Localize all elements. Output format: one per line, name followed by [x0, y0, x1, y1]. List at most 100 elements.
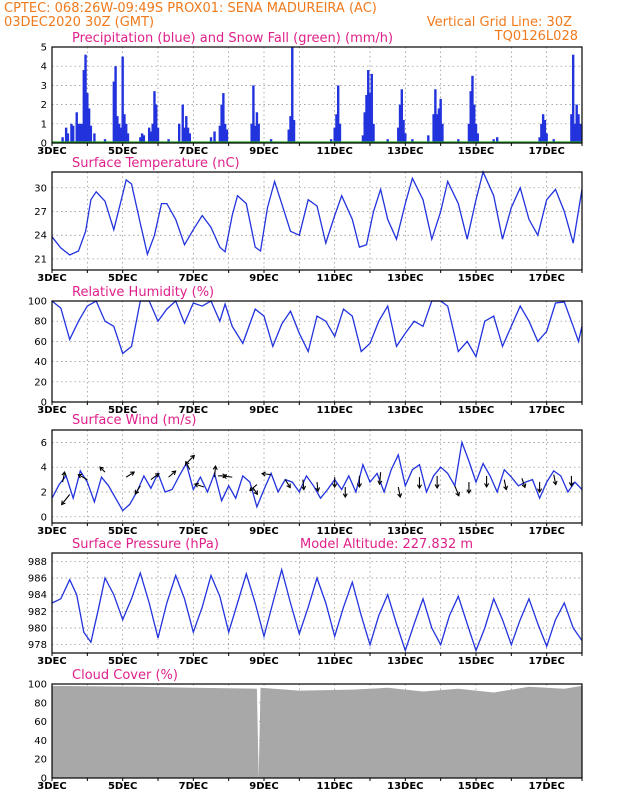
humidity-xtick-label: 11DEC [316, 405, 352, 416]
precip-bar [329, 139, 333, 143]
wind-vector [454, 485, 460, 497]
temperature-xtick-label: 15DEC [458, 273, 494, 284]
pressure-ytick: 980 [28, 624, 47, 635]
precip-xtick-label: 7DEC [179, 146, 208, 157]
precip-ytick: 4 [41, 62, 47, 73]
precip-bar [411, 139, 414, 143]
precip-bar [167, 139, 170, 143]
pressure-ytick: 978 [28, 640, 47, 651]
precip-bar [476, 133, 479, 143]
pressure-line [51, 567, 583, 653]
humidity-ytick: 80 [34, 317, 47, 328]
wind-vector [284, 479, 291, 488]
precip-bar [178, 123, 181, 143]
precip-bar [437, 108, 441, 143]
precip-bar [577, 114, 580, 143]
humidity-xtick-label: 7DEC [179, 405, 208, 416]
precip-bar [223, 123, 227, 143]
humidity-ytick: 100 [28, 297, 47, 308]
wind-vector-head [99, 466, 105, 472]
precip-bar [66, 133, 70, 143]
wind-vector [379, 472, 382, 485]
wind-vector [249, 484, 258, 491]
wind-panel: Surface Wind (m/s) 0 2 4 6 3DEC 5DEC 7DEC 9DEC 11… [37, 413, 583, 537]
wind-vector [134, 485, 141, 495]
wind-vector-head [301, 485, 307, 491]
precip-bar [541, 114, 545, 143]
wind-vector-head [356, 483, 362, 488]
cloud-xtick-label: 9DEC [249, 781, 278, 792]
wind-xtick-label: 11DEC [316, 526, 352, 537]
wind-vector [125, 471, 135, 478]
cloud-xtick-label: 13DEC [387, 781, 423, 792]
wind-vector [302, 479, 305, 490]
wind-vector-head [77, 473, 83, 479]
precip-bar [119, 127, 123, 143]
temperature-xtick-label: 11DEC [316, 273, 352, 284]
precip-bar [404, 133, 407, 143]
cloud-ytick: 100 [28, 680, 47, 691]
precip-bar [80, 123, 84, 143]
wind-line [51, 439, 583, 512]
precip-bar [123, 114, 126, 143]
precip-bar [368, 93, 372, 143]
wind-vector-head [484, 483, 490, 488]
precip-bar [402, 119, 405, 143]
wind-vector [262, 473, 272, 476]
precip-bar [79, 123, 82, 143]
temperature-xtick-label: 5DEC [108, 273, 137, 284]
wind-vector [185, 455, 195, 464]
precip-bar [64, 127, 68, 143]
precip-xtick-label: 15DEC [458, 146, 494, 157]
temperature-xtick-label: 7DEC [179, 273, 208, 284]
precip-bar [186, 127, 190, 143]
temperature-title: Surface Temperature (nC) [72, 156, 240, 171]
wind-vector [397, 486, 401, 498]
wind-vector [62, 471, 66, 483]
precip-bar [361, 135, 365, 143]
precip-bar [253, 125, 257, 143]
precip-bar [86, 93, 89, 143]
wind-ytick: 0 [41, 512, 47, 523]
wind-vector-head [171, 470, 177, 476]
pressure-title: Surface Pressure (hPa) [72, 537, 219, 552]
pressure-xtick-label: 7DEC [179, 656, 208, 667]
cloud-ytick: 60 [34, 717, 47, 728]
cloud-panel: Cloud Cover (%) 0 20 40 60 80 100 3DEC 5DEC 7DEC 9… [28, 668, 583, 792]
humidity-panel: Relative Humidity (%) 0 20 40 60 80 100 3DEC 5DE… [28, 285, 583, 416]
temperature-xtick-label: 9DEC [249, 273, 278, 284]
wind-xtick-label: 7DEC [179, 526, 208, 537]
cloud-ytick: 80 [34, 698, 47, 709]
wind-ytick: 2 [41, 488, 47, 499]
temperature-panel: Surface Temperature (nC) 21 24 27 30 3DEC 5DEC… [34, 156, 583, 284]
precip-ytick: 3 [41, 81, 47, 92]
precip-bar [400, 89, 403, 143]
precip-bar [116, 116, 119, 143]
wind-xtick-label: 3DEC [37, 526, 66, 537]
pressure-xtick-label: 11DEC [316, 656, 352, 667]
precip-bar [473, 104, 476, 143]
header-datetime: 03DEC2020 30Z (GMT) [4, 15, 154, 30]
pressure-subtitle: Model Altitude: 227.832 m [300, 537, 473, 552]
precip-bar [545, 133, 548, 143]
precip-bar [87, 108, 91, 143]
pressure-ytick: 982 [28, 607, 47, 618]
precip-bar [218, 125, 222, 143]
humidity-frame [51, 300, 583, 403]
pressure-xtick-label: 15DEC [458, 656, 494, 667]
precip-bar [155, 104, 158, 143]
precip-xtick-label: 13DEC [387, 146, 423, 157]
wind-vector-head [222, 473, 228, 479]
precip-bar [365, 95, 368, 143]
pressure-panel: Surface Pressure (hPa) Model Altitude: 22… [28, 537, 583, 667]
wind-vector [213, 466, 217, 478]
wind-xtick-label: 17DEC [528, 526, 564, 537]
precip-xtick-label: 17DEC [528, 146, 564, 157]
temperature-xtick-label: 17DEC [528, 273, 564, 284]
precip-bar [427, 135, 430, 143]
precip-bar [540, 123, 543, 143]
precip-bar [370, 73, 373, 143]
wind-vector [503, 479, 507, 490]
cloud-title: Cloud Cover (%) [72, 668, 178, 683]
wind-vector-head [503, 485, 509, 491]
